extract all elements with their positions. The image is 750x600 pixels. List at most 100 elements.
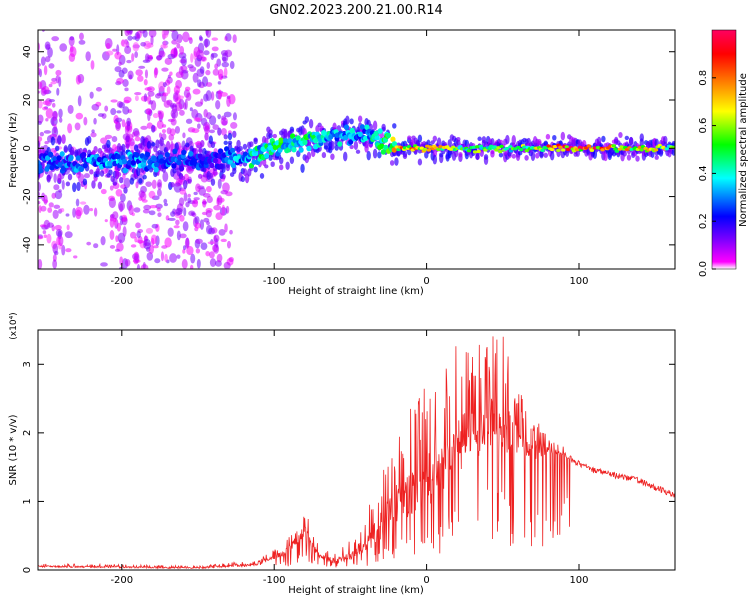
spectral-blob: [179, 109, 185, 116]
spectral-blob: [402, 153, 408, 160]
spectral-blob: [126, 59, 132, 64]
spectral-blob: [151, 142, 156, 147]
spectral-blob: [41, 30, 46, 32]
spectral-blob: [48, 83, 53, 88]
spectral-blob: [43, 234, 48, 239]
spectral-blob: [263, 152, 270, 159]
spectral-blob: [164, 237, 172, 248]
spectral-blob: [182, 245, 187, 251]
spectral-blob: [249, 141, 254, 148]
spectral-blob: [357, 131, 363, 138]
spectral-blob: [164, 151, 170, 158]
spectral-blob: [105, 50, 114, 56]
spectral-blob: [304, 116, 310, 123]
spectral-blob: [270, 161, 275, 168]
spectral-blob: [306, 151, 312, 160]
spectral-blob: [121, 119, 126, 128]
spectral-blob: [174, 125, 181, 134]
spectral-blob: [58, 117, 63, 123]
spectral-blob: [85, 51, 91, 62]
spectral-blob: [192, 88, 201, 95]
spectral-blob: [59, 151, 65, 157]
spectral-blob: [82, 162, 88, 169]
spectral-blob: [38, 163, 43, 170]
spectral-blob: [122, 79, 129, 87]
spectral-blob: [72, 207, 76, 218]
spectral-blob: [56, 87, 60, 96]
spectral-blob: [456, 136, 461, 142]
spectral-blob: [391, 147, 397, 153]
spectral-blob: [40, 205, 47, 212]
spectral-blob: [116, 222, 122, 232]
spectral-blob: [138, 190, 145, 198]
spectral-blob: [202, 121, 211, 132]
spectral-blob: [185, 142, 190, 148]
spectral-blob: [144, 53, 150, 62]
spectral-blob: [221, 61, 229, 68]
spectral-blob: [223, 261, 231, 269]
spectral-blob: [117, 200, 125, 211]
spectral-blob: [218, 73, 224, 81]
spectral-blob: [586, 144, 592, 148]
spectral-blob: [100, 137, 108, 144]
spectral-blob: [49, 164, 55, 171]
spectral-blob: [227, 140, 233, 145]
spectral-blob: [157, 188, 162, 197]
spectral-blob: [167, 227, 174, 237]
spectral-blob: [115, 154, 121, 160]
spectral-blob: [162, 171, 169, 183]
spectral-blob: [151, 124, 156, 133]
spectral-blob: [181, 259, 188, 269]
spectral-blob: [363, 135, 369, 142]
spectral-blob: [100, 262, 108, 267]
spectral-blob: [189, 107, 193, 112]
spectral-blob: [38, 235, 44, 240]
spectral-blob: [140, 41, 147, 47]
spectral-blob: [203, 108, 208, 118]
spectral-blob: [619, 145, 624, 149]
spectral-blob: [185, 118, 193, 124]
spectral-blob: [516, 145, 521, 150]
spectral-blob: [143, 79, 148, 86]
spectral-blob: [38, 136, 43, 142]
spectral-blob: [140, 125, 148, 130]
spectral-blob: [218, 228, 226, 236]
spectral-blob: [223, 140, 228, 146]
spectral-blob: [124, 87, 129, 92]
spectral-blob: [217, 127, 222, 136]
spectral-blob: [191, 199, 199, 208]
spectral-blob: [426, 148, 432, 152]
spectral-blob: [136, 166, 141, 177]
spectral-blob: [289, 156, 295, 164]
spectral-blob: [46, 222, 54, 228]
x-tick-label: 100: [569, 575, 588, 586]
spectral-blob: [205, 90, 212, 102]
spectral-blob: [38, 100, 43, 109]
x-tick-label: -200: [110, 276, 133, 287]
spectral-blob: [176, 254, 181, 259]
spectral-blob: [44, 56, 51, 63]
spectral-blob: [100, 236, 106, 246]
spectral-blob: [565, 147, 571, 152]
spectral-blob: [223, 111, 232, 118]
spectral-blob: [125, 135, 130, 143]
spectral-blob: [127, 70, 134, 80]
spectral-blob: [46, 233, 52, 244]
colorbar-ticks: 0.0 0.2 0.4 0.6 0.8: [698, 70, 716, 277]
spectral-blob: [38, 68, 43, 78]
spectral-blob: [78, 166, 85, 173]
spectral-blob: [136, 239, 145, 244]
spectral-blob: [134, 236, 138, 243]
spectral-blob: [151, 223, 159, 229]
spectral-blob: [214, 63, 219, 70]
spectral-blob: [75, 209, 82, 220]
spectral-blob: [67, 123, 73, 134]
spectral-blob: [165, 140, 171, 151]
spectral-blob: [170, 118, 177, 126]
spectral-blob: [564, 145, 569, 149]
spectral-blob: [75, 112, 84, 120]
spectral-blob: [253, 166, 258, 173]
spectral-blob: [171, 163, 177, 169]
spectral-blob: [417, 158, 423, 166]
spectral-blob: [162, 81, 167, 88]
